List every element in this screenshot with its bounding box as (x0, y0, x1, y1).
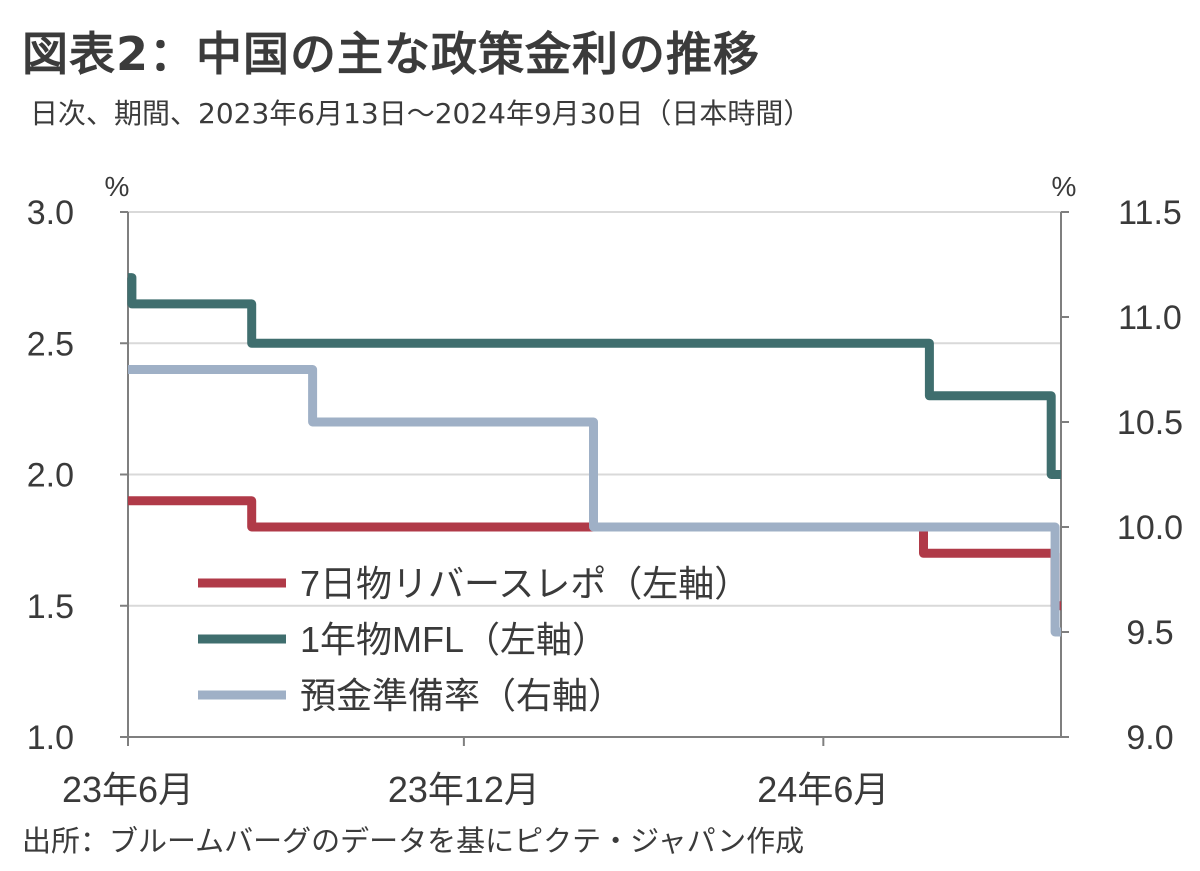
right-tick-label: 10.0 (1117, 509, 1183, 547)
left-tick-label: 1.5 (27, 588, 74, 626)
x-tick-label: 24年6月 (757, 769, 889, 810)
chart-subtitle: 日次、期間、2023年6月13日～2024年9月30日（日本時間） (30, 97, 812, 130)
left-tick-label: 1.0 (27, 719, 74, 757)
series-lines (127, 273, 1061, 637)
source-note: 出所：ブルームバーグのデータを基にピクテ・ジャパン作成 (22, 824, 805, 858)
legend-label-mlf: 1年物MFL（左軸） (300, 619, 608, 660)
legend-label-repo: 7日物リバースレポ（左軸） (300, 563, 750, 604)
left-tick-label: 2.0 (27, 457, 74, 495)
right-tick-label: 10.5 (1117, 404, 1183, 442)
left-axis-ticks: 1.0 1.5 2.0 2.5 3.0 (27, 194, 128, 757)
right-axis-unit: % (1052, 171, 1077, 202)
left-tick-label: 3.0 (27, 194, 74, 232)
legend: 7日物リバースレポ（左軸） 1年物MFL（左軸） 預金準備率（右軸） (198, 563, 750, 716)
x-axis-ticks: 23年6月 23年12月 24年6月 (62, 737, 889, 810)
left-axis-unit: % (105, 171, 130, 202)
series-line-rrr (128, 365, 1061, 637)
chart-title: 図表2：中国の主な政策金利の推移 (22, 27, 761, 81)
left-tick-label: 2.5 (27, 325, 74, 363)
x-tick-label: 23年6月 (62, 769, 194, 810)
series-line-mlf (127, 273, 1061, 479)
right-tick-label: 11.5 (1118, 194, 1182, 232)
right-tick-label: 9.5 (1126, 614, 1173, 652)
right-axis-ticks: 9.0 9.5 10.0 10.5 11.0 11.5 (1061, 194, 1183, 757)
x-tick-label: 23年12月 (388, 769, 540, 810)
right-tick-label: 11.0 (1118, 299, 1182, 337)
legend-label-rrr: 預金準備率（右軸） (300, 675, 624, 716)
right-tick-label: 9.0 (1126, 719, 1173, 757)
